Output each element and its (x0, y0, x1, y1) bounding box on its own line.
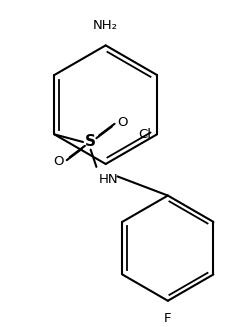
Text: Cl: Cl (138, 128, 151, 141)
Text: O: O (54, 155, 64, 168)
Text: NH₂: NH₂ (93, 19, 118, 32)
Text: S: S (85, 134, 96, 149)
Text: F: F (164, 312, 172, 325)
Text: HN: HN (98, 173, 118, 186)
Text: O: O (117, 116, 128, 129)
